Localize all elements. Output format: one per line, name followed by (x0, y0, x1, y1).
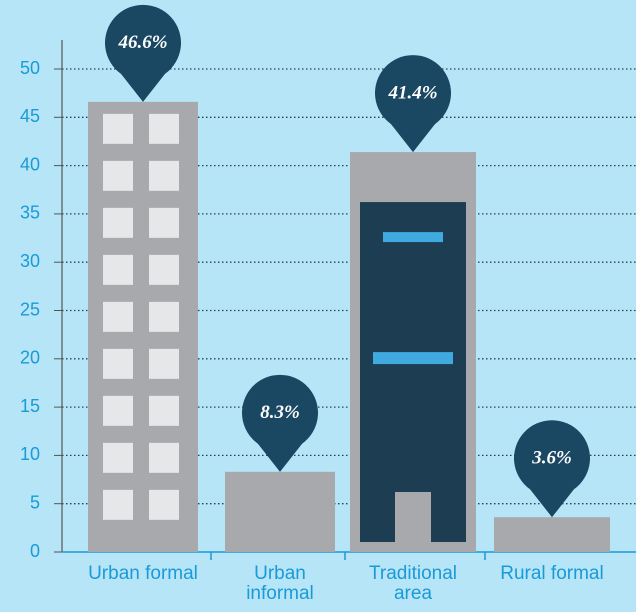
chart: 0 5 10 15 20 25 30 35 40 45 50 46.6% 8.3% 41.4% 3.6% U… (0, 0, 636, 612)
x-tick-label: Urban formal (83, 564, 203, 584)
y-tick-label: 30 (20, 251, 40, 271)
window (149, 208, 179, 238)
y-tick-label: 20 (20, 348, 40, 368)
value-label: 8.3% (260, 402, 300, 423)
value-label: 41.4% (387, 82, 437, 103)
window (103, 396, 133, 426)
pattern (373, 352, 453, 364)
y-tick-label: 5 (30, 492, 40, 512)
window (149, 114, 179, 144)
callout (514, 420, 590, 517)
window (149, 443, 179, 473)
window (103, 255, 133, 285)
bar (494, 517, 610, 552)
x-tick-label: Traditional area (353, 564, 473, 604)
callout (375, 55, 451, 152)
y-tick-label: 40 (20, 154, 40, 174)
pattern (360, 202, 466, 542)
y-tick-label: 35 (20, 203, 40, 223)
y-tick-label: 45 (20, 106, 40, 126)
window (103, 114, 133, 144)
pattern (383, 232, 443, 242)
y-tick-label: 50 (20, 58, 40, 78)
x-tick-label: Rural formal (492, 564, 612, 584)
window (103, 302, 133, 332)
y-tick-label: 10 (20, 444, 40, 464)
door (395, 492, 431, 552)
value-label: 46.6% (117, 32, 167, 53)
x-tick-label: Urban informal (220, 564, 340, 604)
window (103, 208, 133, 238)
window (149, 255, 179, 285)
bar (225, 472, 335, 552)
y-tick-label: 15 (20, 396, 40, 416)
value-label: 3.6% (531, 448, 572, 469)
window (149, 396, 179, 426)
chart-canvas: 0 5 10 15 20 25 30 35 40 45 50 46.6% 8.3% 41.4% 3.6% (0, 0, 636, 612)
y-tick-label: 0 (30, 541, 40, 561)
window (149, 161, 179, 191)
window (149, 349, 179, 379)
window (103, 443, 133, 473)
callout (242, 375, 318, 472)
y-tick-label: 25 (20, 299, 40, 319)
callout (105, 5, 181, 102)
window (103, 349, 133, 379)
window (103, 490, 133, 520)
window (149, 302, 179, 332)
window (149, 490, 179, 520)
window (103, 161, 133, 191)
